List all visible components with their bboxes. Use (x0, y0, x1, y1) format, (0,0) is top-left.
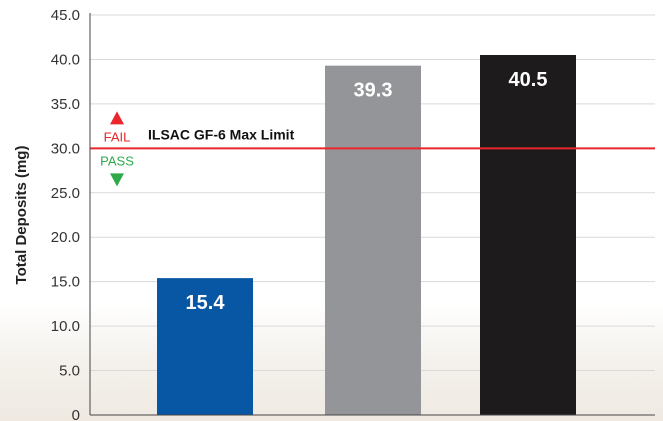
fail-up-arrow-icon (110, 111, 124, 125)
bar (325, 65, 421, 416)
fail-label: FAIL (104, 129, 131, 144)
max-limit-label: ILSAC GF-6 Max Limit (148, 126, 295, 142)
y-tick-label: 45.0 (51, 7, 80, 24)
pass-down-arrow-icon (110, 173, 124, 187)
bars: 15.4 39.3 40.5 (157, 55, 576, 416)
y-tick-label: 25.0 (51, 185, 80, 202)
pass-label: PASS (100, 153, 134, 168)
y-tick-label: 0 (72, 407, 80, 421)
y-tick-label: 15.0 (51, 274, 80, 291)
bar (157, 278, 253, 415)
y-tick-label: 5.0 (59, 363, 80, 380)
bar (480, 55, 576, 415)
y-axis-title: Total Deposits (mg) (13, 146, 30, 285)
y-tick-label: 30.0 (51, 140, 80, 157)
y-tick-label: 20.0 (51, 229, 80, 246)
y-tick-label: 40.0 (51, 51, 80, 68)
y-axis-tick-labels: 0 5.0 10.0 15.0 20.0 25.0 30.0 35.0 40.0 45.0 (51, 7, 80, 421)
y-tick-label: 10.0 (51, 318, 80, 335)
bar-value-label: 39.3 (354, 80, 393, 102)
reference-line-group: ILSAC GF-6 Max Limit FAIL PASS (90, 111, 655, 187)
bar-value-label: 15.4 (186, 292, 226, 314)
bar-value-label: 40.5 (509, 69, 548, 91)
y-tick-label: 35.0 (51, 96, 80, 113)
